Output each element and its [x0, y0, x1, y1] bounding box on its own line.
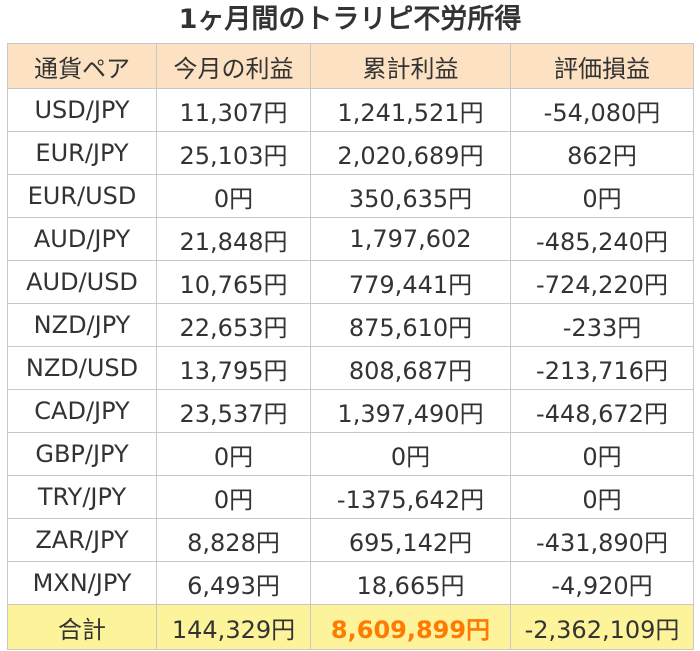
cumulative-profit-cell: 0円: [310, 432, 511, 476]
currency-pair-cell: AUD/JPY: [7, 217, 157, 261]
unrealized-pl-cell: -213,716円: [510, 346, 694, 390]
header-row: 通貨ペア 今月の利益 累計利益 評価損益: [7, 43, 694, 89]
unrealized-pl-cell: -54,080円: [510, 88, 694, 132]
table-row: TRY/JPY 0円 -1375,642円 0円: [7, 475, 694, 519]
cumulative-profit-cell: 808,687円: [310, 346, 511, 390]
monthly-profit-cell: 11,307円: [156, 88, 311, 132]
unrealized-pl-cell: -485,240円: [510, 217, 694, 261]
currency-pair-cell: AUD/USD: [7, 260, 157, 304]
unrealized-pl-cell: 862円: [510, 131, 694, 175]
unrealized-pl-cell: -448,672円: [510, 389, 694, 433]
table-row: EUR/USD 0円 350,635円 0円: [7, 174, 694, 218]
unrealized-pl-cell: 0円: [510, 432, 694, 476]
table-row: MXN/JPY 6,493円 18,665円 -4,920円: [7, 561, 694, 605]
cumulative-profit-cell: 18,665円: [310, 561, 511, 605]
profit-table: 通貨ペア 今月の利益 累計利益 評価損益 USD/JPY 11,307円 1,2…: [7, 43, 694, 650]
currency-pair-cell: USD/JPY: [7, 88, 157, 132]
header-cumulative-profit: 累計利益: [310, 43, 511, 89]
header-monthly-profit: 今月の利益: [156, 43, 311, 89]
total-label: 合計: [7, 604, 157, 650]
table-row: CAD/JPY 23,537円 1,397,490円 -448,672円: [7, 389, 694, 433]
monthly-profit-cell: 23,537円: [156, 389, 311, 433]
currency-pair-cell: ZAR/JPY: [7, 518, 157, 562]
table-row: EUR/JPY 25,103円 2,020,689円 862円: [7, 131, 694, 175]
monthly-profit-cell: 0円: [156, 432, 311, 476]
cumulative-profit-cell: 1,397,490円: [310, 389, 511, 433]
monthly-profit-cell: 22,653円: [156, 303, 311, 347]
total-row: 合計 144,329円 8,609,899円 -2,362,109円: [7, 604, 694, 650]
unrealized-pl-cell: -233円: [510, 303, 694, 347]
table-row: NZD/JPY 22,653円 875,610円 -233円: [7, 303, 694, 347]
total-unrealized-pl: -2,362,109円: [510, 604, 694, 650]
header-unrealized-pl: 評価損益: [510, 43, 694, 89]
currency-pair-cell: CAD/JPY: [7, 389, 157, 433]
unrealized-pl-cell: -4,920円: [510, 561, 694, 605]
table-row: ZAR/JPY 8,828円 695,142円 -431,890円: [7, 518, 694, 562]
monthly-profit-cell: 21,848円: [156, 217, 311, 261]
monthly-profit-cell: 25,103円: [156, 131, 311, 175]
page-title: 1ヶ月間のトラリピ不労所得: [178, 4, 522, 35]
total-cumulative-profit: 8,609,899円: [310, 604, 511, 650]
currency-pair-cell: MXN/JPY: [7, 561, 157, 605]
monthly-profit-cell: 8,828円: [156, 518, 311, 562]
monthly-profit-cell: 0円: [156, 475, 311, 519]
currency-pair-cell: EUR/JPY: [7, 131, 157, 175]
cumulative-profit-cell: 350,635円: [310, 174, 511, 218]
cumulative-profit-cell: 1,241,521円: [310, 88, 511, 132]
header-currency-pair: 通貨ペア: [7, 43, 157, 89]
currency-pair-cell: TRY/JPY: [7, 475, 157, 519]
monthly-profit-cell: 6,493円: [156, 561, 311, 605]
currency-pair-cell: NZD/JPY: [7, 303, 157, 347]
total-monthly-profit: 144,329円: [156, 604, 311, 650]
table-row: AUD/JPY 21,848円 1,797,602 -485,240円: [7, 217, 694, 261]
unrealized-pl-cell: -724,220円: [510, 260, 694, 304]
unrealized-pl-cell: -431,890円: [510, 518, 694, 562]
monthly-profit-cell: 10,765円: [156, 260, 311, 304]
cumulative-profit-cell: 1,797,602: [310, 217, 511, 261]
table-row: AUD/USD 10,765円 779,441円 -724,220円: [7, 260, 694, 304]
cumulative-profit-cell: 695,142円: [310, 518, 511, 562]
unrealized-pl-cell: 0円: [510, 174, 694, 218]
table-row: USD/JPY 11,307円 1,241,521円 -54,080円: [7, 88, 694, 132]
monthly-profit-cell: 0円: [156, 174, 311, 218]
monthly-profit-cell: 13,795円: [156, 346, 311, 390]
cumulative-profit-cell: 779,441円: [310, 260, 511, 304]
cumulative-profit-cell: 875,610円: [310, 303, 511, 347]
currency-pair-cell: GBP/JPY: [7, 432, 157, 476]
cumulative-profit-cell: -1375,642円: [310, 475, 511, 519]
table-row: NZD/USD 13,795円 808,687円 -213,716円: [7, 346, 694, 390]
table-row: GBP/JPY 0円 0円 0円: [7, 432, 694, 476]
cumulative-profit-cell: 2,020,689円: [310, 131, 511, 175]
currency-pair-cell: NZD/USD: [7, 346, 157, 390]
unrealized-pl-cell: 0円: [510, 475, 694, 519]
currency-pair-cell: EUR/USD: [7, 174, 157, 218]
